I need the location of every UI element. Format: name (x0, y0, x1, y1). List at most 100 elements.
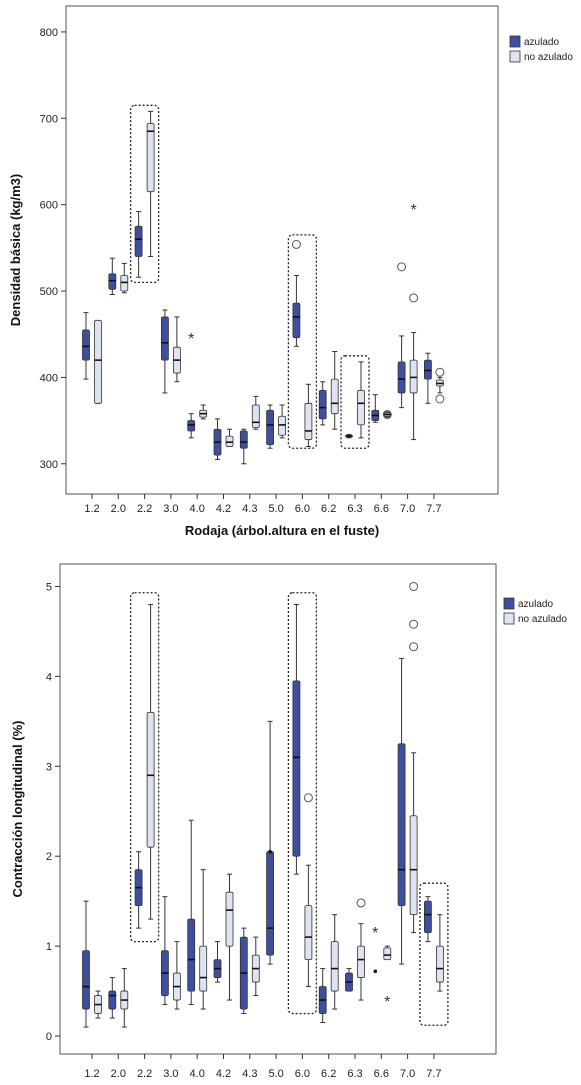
box-azulado (135, 212, 142, 278)
legend-label: no azulado (518, 614, 567, 625)
box-body (410, 816, 417, 915)
box-body (331, 379, 338, 414)
legend-swatch (504, 598, 514, 609)
y-tick-label: 300 (40, 459, 58, 471)
y-tick-label: 5 (46, 581, 52, 593)
box-azulado (267, 405, 274, 448)
x-tick-label: 6.0 (295, 503, 310, 515)
y-tick-label: 2 (46, 851, 52, 863)
box-azulado (424, 353, 431, 403)
box-body (161, 317, 168, 360)
box-azulado (188, 414, 195, 438)
box-no-azulado (95, 320, 102, 403)
x-tick-label: 1.2 (84, 1068, 99, 1080)
x-tick-label: 6.3 (347, 503, 362, 515)
box-no-azulado (121, 969, 128, 1027)
x-tick-label: 5.0 (268, 503, 283, 515)
box-body (319, 390, 326, 419)
box-no-azulado (121, 263, 128, 292)
x-tick-label: 2.2 (137, 503, 152, 515)
y-tick-label: 3 (46, 761, 52, 773)
outlier-circle (357, 899, 365, 907)
box-azulado (214, 942, 221, 982)
box-no-azulado (252, 396, 259, 429)
outlier-circle (410, 582, 418, 590)
box-body (95, 320, 102, 403)
box-azulado (161, 897, 168, 1005)
x-axis-label: Rodaja (árbol.altura en el fuste) (185, 523, 379, 538)
box-no-azulado (410, 332, 417, 439)
box-body (147, 123, 154, 191)
outlier-dot (268, 850, 272, 854)
x-tick-label: 4.0 (190, 1068, 205, 1080)
outlier-circle (410, 620, 418, 628)
y-tick-label: 0 (46, 1031, 52, 1043)
y-tick-label: 500 (40, 286, 58, 298)
box-azulado (240, 928, 247, 1013)
box-body (267, 852, 274, 955)
x-tick-label: 6.6 (374, 503, 389, 515)
legend: azulado no azulado (510, 36, 573, 63)
x-tick-label: 7.0 (400, 1068, 415, 1080)
box-no-azulado (436, 915, 443, 991)
box-azulado (109, 258, 116, 294)
box-azulado (319, 969, 326, 1023)
legend-label: no azulado (524, 52, 573, 63)
x-tick-label: 4.2 (216, 1068, 231, 1080)
box-no-azulado (305, 384, 312, 446)
box-azulado (424, 897, 431, 942)
outlier-circle (398, 263, 406, 271)
y-axis-label: Contracción longitudinal (%) (10, 721, 25, 898)
y-tick-label: 800 (40, 27, 58, 39)
box-body (188, 919, 195, 991)
box-azulado (83, 313, 90, 380)
outlier-circle (436, 368, 444, 376)
outlier-star: * (372, 925, 378, 942)
box-azulado (83, 901, 90, 1027)
box-no-azulado (410, 753, 417, 933)
box-azulado (372, 395, 379, 423)
box-no-azulado (226, 429, 233, 446)
box-body (226, 436, 233, 446)
box-azulado (398, 336, 405, 408)
x-tick-label: 2.0 (111, 503, 126, 515)
x-tick-label: 1.2 (84, 503, 99, 515)
box-no-azulado (436, 377, 443, 393)
box-azulado (293, 604, 300, 874)
box-body (424, 360, 431, 379)
y-tick-label: 600 (40, 200, 58, 212)
box-body (384, 948, 391, 960)
outlier-circle (436, 395, 444, 403)
x-tick-label: 6.0 (295, 1068, 310, 1080)
box-body (109, 274, 116, 290)
box-azulado (293, 275, 300, 346)
x-tick-label: 4.0 (190, 503, 205, 515)
x-tick-label: 2.2 (137, 1068, 152, 1080)
x-tick-label: 2.0 (111, 1068, 126, 1080)
box-azulado (161, 310, 168, 393)
outlier-star: * (410, 202, 416, 219)
box-body (109, 991, 116, 1009)
box-azulado (319, 382, 326, 425)
chart-1: 3004005006007008001.2 2.0 2.2 3.0 4.0 4.2 4.3 5… (8, 6, 573, 538)
box-no-azulado (384, 412, 391, 417)
box-no-azulado (358, 924, 365, 1000)
y-tick-label: 700 (40, 113, 58, 125)
box-body (147, 712, 154, 847)
legend-swatch (504, 613, 514, 624)
box-azulado (267, 721, 274, 964)
box-body (200, 946, 207, 991)
box-body (121, 275, 128, 291)
box-azulado (188, 820, 195, 1004)
box-body (398, 744, 405, 906)
box-no-azulado (252, 937, 259, 995)
box-body (188, 421, 195, 431)
legend-swatch (510, 51, 520, 62)
x-tick-label: 3.0 (163, 503, 178, 515)
box-azulado (346, 434, 353, 437)
box-body (305, 403, 312, 439)
box-no-azulado (226, 874, 233, 1000)
outlier-dot (374, 969, 378, 973)
box-body (240, 431, 247, 448)
box-body (135, 226, 142, 256)
